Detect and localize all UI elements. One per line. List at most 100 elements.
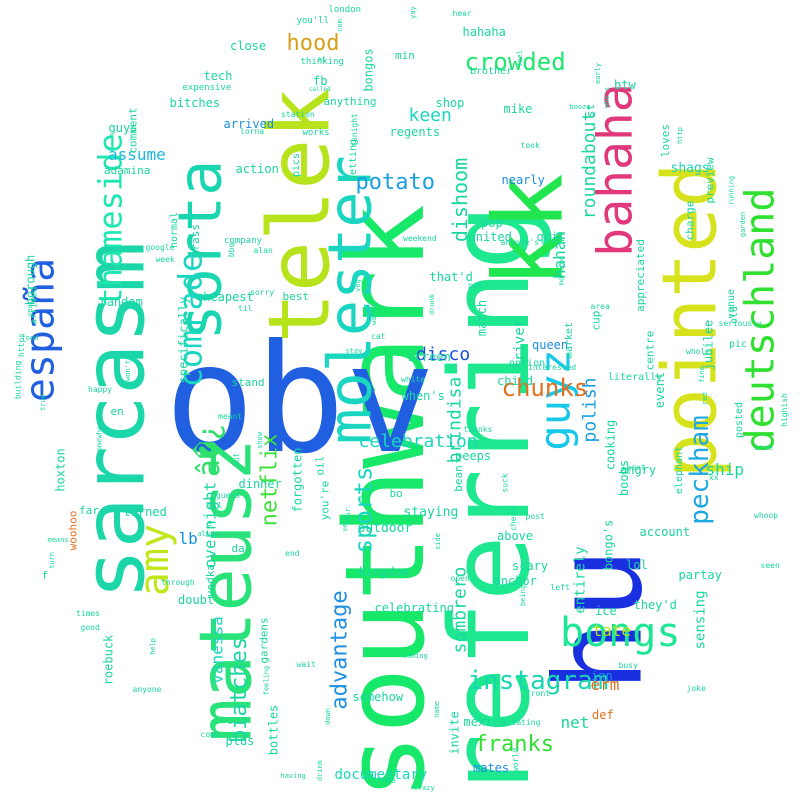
cloud-word: queen <box>532 338 569 352</box>
cloud-word: hoxton <box>53 448 68 492</box>
cloud-word: cat <box>371 332 386 341</box>
cloud-word: arrived <box>223 117 275 131</box>
cloud-word: pop <box>481 216 503 230</box>
cloud-word: comment <box>126 106 140 154</box>
cloud-word: vodka <box>203 563 217 597</box>
cloud-word: celebrating <box>374 601 454 615</box>
cloud-word: crowded <box>464 48 566 76</box>
cloud-word: da <box>231 541 245 555</box>
cloud-word: anything <box>323 94 377 108</box>
cloud-word: obv <box>164 313 436 487</box>
cloud-word: morning <box>557 255 566 285</box>
cloud-word: left <box>550 583 570 592</box>
cloud-word: kingdom <box>358 565 410 579</box>
cloud-word: drink <box>315 759 324 781</box>
cloud-word: child <box>497 374 534 388</box>
cloud-word: stand <box>231 375 265 389</box>
cloud-word: tech <box>203 69 233 83</box>
cloud-word: veg <box>353 278 362 292</box>
cloud-word: scary <box>512 559 549 573</box>
cloud-word: dishoom <box>448 157 473 243</box>
cloud-word: entirely <box>572 546 589 614</box>
cloud-word: cooking <box>602 419 617 471</box>
cloud-word: â�¿ <box>192 422 228 478</box>
cloud-word: chunks <box>501 374 589 402</box>
cloud-word: river <box>512 318 529 362</box>
cloud-word: works <box>302 127 330 138</box>
cloud-word: net <box>560 713 590 732</box>
cloud-word: free <box>376 776 396 785</box>
cloud-word: seriously <box>718 319 762 328</box>
cloud-word: turned <box>123 505 167 519</box>
cloud-word: partay <box>678 568 722 582</box>
cloud-word: bean <box>451 464 465 492</box>
cloud-word: min <box>395 48 415 62</box>
cloud-word: early <box>593 62 602 84</box>
cloud-word: crazy <box>413 783 435 792</box>
cloud-word: mike <box>503 102 533 116</box>
cloud-word: appreciated <box>633 238 647 312</box>
cloud-word: biatches <box>226 637 252 743</box>
cloud-word: week <box>155 255 175 264</box>
cloud-word: stay <box>345 346 363 355</box>
cloud-word: being <box>518 584 527 606</box>
cloud-word: ship <box>705 460 745 479</box>
cloud-word: show <box>255 431 264 449</box>
cloud-word: called <box>309 86 331 93</box>
cloud-word: far <box>79 503 99 517</box>
cloud-word: garden <box>738 211 747 237</box>
cloud-word: loves <box>658 123 672 157</box>
cloud-word: charge <box>683 200 697 240</box>
cloud-word: ha <box>205 519 214 529</box>
cloud-word: all <box>208 501 223 510</box>
cloud-word: fine <box>697 365 706 383</box>
cloud-word: doubt <box>178 593 215 607</box>
cloud-word: highish <box>779 393 789 427</box>
cloud-word: drunk <box>427 293 436 315</box>
cloud-word: wanna <box>369 303 378 325</box>
cloud-word: pics <box>291 152 303 178</box>
cloud-word: you're <box>318 480 332 520</box>
cloud-word: market <box>564 321 576 359</box>
cloud-word: open <box>450 574 470 583</box>
cloud-word: that'd <box>429 270 473 284</box>
cloud-word: somewhere <box>95 417 104 455</box>
cloud-word: ice <box>595 604 617 618</box>
cloud-word: turn <box>47 551 56 569</box>
cloud-word: grass <box>188 223 202 257</box>
cloud-word: red <box>700 391 709 405</box>
cloud-word: somehow <box>352 690 404 704</box>
cloud-word: outdoor <box>357 520 413 536</box>
cloud-word: roundabout <box>579 110 601 220</box>
cloud-word: mexico <box>463 715 507 729</box>
cloud-word: joke <box>686 684 706 693</box>
cloud-word: celebration <box>358 431 478 452</box>
cloud-word: polish <box>579 377 601 443</box>
cloud-word: franks <box>474 732 554 757</box>
cloud-word: http <box>675 126 684 144</box>
cloud-word: best <box>282 289 310 303</box>
cloud-word: staying <box>403 504 459 520</box>
cloud-word: oil <box>313 455 327 475</box>
cloud-word: above <box>497 529 534 543</box>
cloud-word: hear <box>452 9 472 18</box>
cloud-word: eating <box>511 718 541 727</box>
cloud-word: always <box>197 529 223 538</box>
cloud-word: com <box>335 18 344 32</box>
cloud-word: means <box>47 535 69 544</box>
cloud-word: hour <box>343 507 352 525</box>
cloud-word: specifically <box>175 296 190 384</box>
cloud-word: help <box>148 637 157 655</box>
cloud-word: cheapest <box>196 290 254 304</box>
cloud-word: roebuck <box>100 634 115 686</box>
cloud-word: fb <box>313 74 328 88</box>
cloud-word: area <box>590 302 610 311</box>
cloud-word: london <box>328 4 362 15</box>
cloud-word: side <box>433 532 442 550</box>
cloud-word: white <box>401 375 426 384</box>
cloud-word: f <box>41 568 49 582</box>
cloud-word: posted <box>734 401 746 439</box>
cloud-word: booze <box>569 102 591 111</box>
cloud-word: come <box>200 730 220 739</box>
cloud-word: random <box>99 295 143 309</box>
